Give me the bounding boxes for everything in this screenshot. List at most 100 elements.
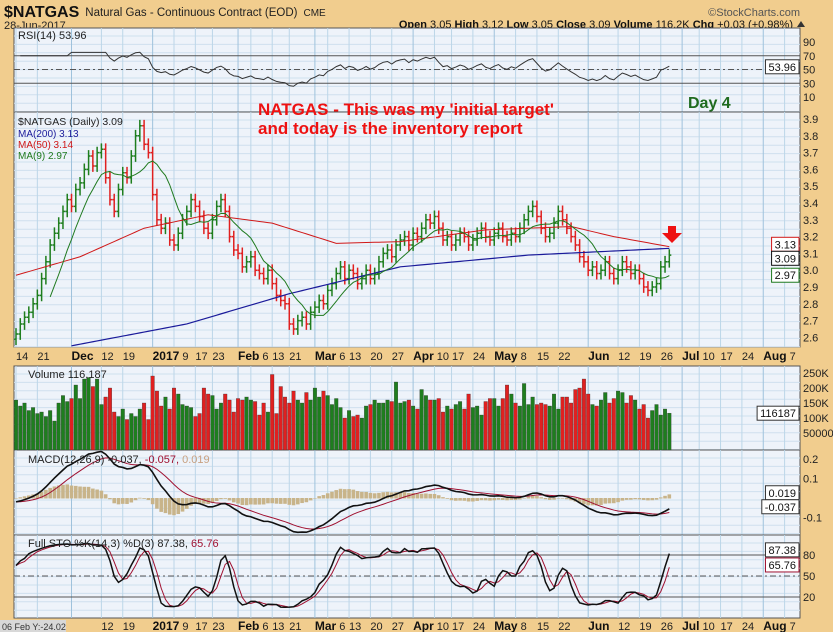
macd-histogram-bar bbox=[44, 489, 48, 499]
volume-bar bbox=[475, 405, 480, 451]
macd-histogram-bar bbox=[556, 498, 561, 499]
ohlc-bar bbox=[483, 222, 488, 243]
ohlc-bar bbox=[351, 264, 356, 280]
ohlc-bar bbox=[14, 328, 18, 345]
macd-histogram-bar bbox=[112, 498, 117, 504]
volume-bar bbox=[389, 401, 394, 451]
macd-histogram-bar bbox=[35, 493, 40, 499]
macd-y-tick: 0.2 bbox=[803, 454, 818, 466]
macd-histogram-bar bbox=[522, 497, 526, 499]
volume-bar bbox=[616, 390, 621, 451]
macd-histogram-bar bbox=[133, 498, 138, 501]
ohlc-bar bbox=[120, 166, 125, 196]
ma50-legend: MA(50) 3.14 bbox=[18, 140, 73, 151]
macd-histogram-bar bbox=[347, 489, 351, 499]
x-tick-label: 17 bbox=[452, 351, 464, 363]
sto-k-last-label-box bbox=[764, 542, 800, 558]
ohlc-bar bbox=[22, 311, 27, 330]
x-tick-label: 13 bbox=[272, 621, 284, 632]
volume-bar bbox=[146, 419, 151, 451]
ohlc-bar bbox=[291, 318, 296, 335]
macd-hist-last-label: 0.019 bbox=[768, 488, 796, 500]
macd-histogram-bar bbox=[99, 490, 104, 499]
macd-histogram-bar bbox=[261, 498, 266, 505]
volume-bar bbox=[291, 390, 296, 451]
volume-bar bbox=[287, 402, 292, 451]
macd-histogram-bar bbox=[155, 498, 159, 509]
sto-legend: Full STO %K(14,3) %D(3) 87.38, 65.76 bbox=[28, 538, 219, 550]
ohlc-bar bbox=[171, 234, 176, 251]
volume-bar bbox=[18, 405, 23, 451]
macd-histogram-bar bbox=[526, 496, 531, 499]
x-tick-label: 17 bbox=[721, 351, 733, 363]
volume-bar bbox=[385, 399, 390, 451]
macd-histogram-bar bbox=[599, 498, 603, 505]
macd-histogram-bar bbox=[338, 488, 343, 499]
macd-histogram-bar bbox=[535, 496, 539, 499]
volume-bar bbox=[620, 392, 625, 451]
ohlc-bar bbox=[86, 150, 91, 176]
volume-bar bbox=[65, 401, 70, 451]
volume-bar bbox=[453, 404, 458, 451]
volume-bar bbox=[552, 393, 556, 451]
macd-histogram-bar bbox=[539, 497, 544, 499]
ohlc-bar bbox=[667, 249, 672, 268]
ohlc-bar bbox=[475, 227, 480, 246]
rsi-y-tick: 10 bbox=[803, 92, 815, 104]
close-last-label-box bbox=[771, 250, 800, 266]
volume-bar bbox=[599, 399, 603, 451]
annotation-day: Day 4 bbox=[688, 95, 731, 112]
macd-histogram-bar bbox=[39, 491, 44, 499]
volume-bar bbox=[381, 402, 386, 451]
ohlc-bar bbox=[607, 255, 612, 280]
x-tick-label: Jun bbox=[588, 349, 609, 363]
macd-last-label: -0.037 bbox=[765, 502, 796, 514]
macd-histogram-bar bbox=[167, 498, 172, 515]
volume-bar bbox=[197, 413, 202, 451]
macd-histogram-bar bbox=[394, 492, 398, 499]
macd-histogram-bar bbox=[325, 493, 330, 499]
macd-histogram-bar bbox=[18, 497, 23, 499]
macd-histogram-bar bbox=[603, 498, 608, 504]
macd-histogram-bar bbox=[214, 498, 219, 501]
ohlc-bar bbox=[641, 272, 646, 293]
ohlc-bar bbox=[257, 264, 262, 280]
volume-bar bbox=[295, 399, 300, 451]
ohlc-bar bbox=[530, 200, 535, 218]
price-y-tick: 3.8 bbox=[803, 131, 818, 143]
macd-histogram-bar bbox=[150, 498, 155, 505]
volume-bar bbox=[564, 396, 569, 451]
ma50-line bbox=[15, 214, 670, 276]
macd-histogram-bar bbox=[419, 493, 424, 499]
macd-histogram-bar bbox=[415, 493, 420, 499]
macd-histogram-bar bbox=[530, 495, 535, 499]
ohlc-bar bbox=[385, 244, 390, 260]
ohlc-bar bbox=[52, 227, 57, 251]
volume-bar bbox=[206, 393, 211, 451]
macd-histogram-bar bbox=[458, 498, 462, 501]
volume-bar bbox=[257, 414, 262, 451]
volume-bar bbox=[330, 404, 334, 451]
macd-histogram-bar bbox=[159, 498, 163, 512]
macd-histogram-bar bbox=[321, 495, 326, 499]
volume-y-tick: 150K bbox=[803, 398, 829, 410]
ohlc-bar bbox=[598, 264, 603, 280]
x-tick-label: 27 bbox=[392, 621, 404, 632]
macd-histogram-bar bbox=[428, 493, 432, 499]
price-y-tick: 2.9 bbox=[803, 282, 818, 294]
ohlc-bar bbox=[193, 193, 198, 213]
x-tick-label: 20 bbox=[370, 621, 382, 632]
rsi-y-tick: 70 bbox=[803, 51, 815, 63]
volume-bar bbox=[534, 404, 539, 451]
macd-histogram-bar bbox=[650, 498, 655, 501]
macd-histogram-bar bbox=[287, 498, 292, 505]
volume-bar bbox=[428, 399, 433, 451]
volume-bar bbox=[351, 416, 356, 451]
volume-bar bbox=[423, 395, 428, 451]
macd-histogram-bar bbox=[48, 487, 52, 499]
volume-bar bbox=[253, 401, 258, 451]
volume-bar bbox=[334, 398, 339, 451]
macd-histogram-bar bbox=[202, 498, 206, 504]
volume-bar bbox=[26, 410, 31, 451]
volume-bar bbox=[22, 402, 27, 451]
